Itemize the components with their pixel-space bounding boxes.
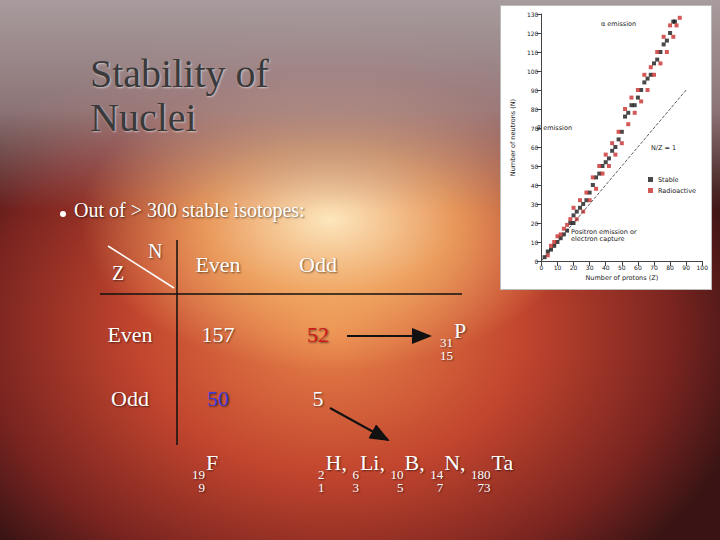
svg-text:90: 90 xyxy=(531,87,539,94)
svg-text:N/Z = 1: N/Z = 1 xyxy=(651,144,676,152)
html-text:19: 19 xyxy=(192,467,205,482)
svg-text:10: 10 xyxy=(531,239,539,246)
html-text:5: 5 xyxy=(397,480,404,495)
html-text:2: 2 xyxy=(318,467,325,482)
html-text:9: 9 xyxy=(198,480,205,495)
svg-text:Stable: Stable xyxy=(658,176,679,184)
html-text:Li,10: Li,10 xyxy=(359,450,404,482)
svg-text:60: 60 xyxy=(634,264,642,271)
svg-text:70: 70 xyxy=(650,264,658,271)
svg-text:10: 10 xyxy=(554,264,562,271)
svg-text:70: 70 xyxy=(530,124,539,132)
html-text:Odd: Odd xyxy=(111,386,149,411)
svg-text:Number of neutrons (N): Number of neutrons (N) xyxy=(509,99,517,176)
svg-text:120: 120 xyxy=(527,30,539,37)
svg-text:Radioactive: Radioactive xyxy=(658,187,696,195)
svg-text:electron capture: electron capture xyxy=(571,235,625,243)
html-text:157: 157 xyxy=(201,322,235,347)
svg-text:40: 40 xyxy=(531,182,539,189)
svg-text:β emission: β emission xyxy=(537,124,572,132)
svg-text:130: 130 xyxy=(527,11,539,18)
html-text:Odd: Odd xyxy=(299,252,337,277)
html-text:Ta: Ta xyxy=(491,450,514,475)
html-text:1: 1 xyxy=(318,480,325,495)
svg-text:Positron emission or: Positron emission or xyxy=(571,227,639,236)
svg-text:100: 100 xyxy=(527,68,539,75)
svg-text:100: 100 xyxy=(697,264,709,271)
svg-text:40: 40 xyxy=(602,264,610,271)
svg-text:110: 110 xyxy=(527,49,539,56)
svg-text:90: 90 xyxy=(682,264,690,271)
svg-text:60: 60 xyxy=(531,144,539,151)
html-text:73: 73 xyxy=(477,480,491,495)
svg-text:Number of protons (Z): Number of protons (Z) xyxy=(585,274,658,282)
svg-text:0: 0 xyxy=(535,258,539,265)
svg-text:30: 30 xyxy=(586,264,594,271)
svg-text:0: 0 xyxy=(539,264,543,271)
html-text:5: 5 xyxy=(312,386,324,411)
svg-text:50: 50 xyxy=(531,163,539,170)
svg-text:20: 20 xyxy=(531,220,539,227)
html-text:F: F xyxy=(206,450,219,475)
html-text:Z: Z xyxy=(112,262,125,284)
html-text:N: N xyxy=(148,240,163,262)
html-text:Stability of Nuclei: Stability of Nuclei xyxy=(90,51,269,140)
html-text:Out of > 300 stable isotopes:: Out of > 300 stable isotopes: xyxy=(74,199,305,221)
html-text:7: 7 xyxy=(436,480,444,495)
html-text:31: 31 xyxy=(440,335,453,350)
html-text:N,180: N,180 xyxy=(444,450,491,482)
svg-text:α emission: α emission xyxy=(601,20,636,28)
html-text:3: 3 xyxy=(352,480,359,495)
html-text:B,14: B,14 xyxy=(404,450,444,482)
html-text:H,6: H,6 xyxy=(325,450,359,482)
svg-text:30: 30 xyxy=(531,201,539,208)
svg-text:20: 20 xyxy=(570,264,578,271)
html-text:P: P xyxy=(454,318,467,343)
svg-text:80: 80 xyxy=(531,106,539,113)
html-text:15: 15 xyxy=(440,348,453,363)
svg-text:80: 80 xyxy=(666,264,674,271)
svg-text:50: 50 xyxy=(618,264,626,271)
html-text:Even: Even xyxy=(195,252,241,277)
html-text:52: 52 xyxy=(307,322,329,347)
html-text:50: 50 xyxy=(207,386,229,411)
html-text:Even: Even xyxy=(107,322,153,347)
